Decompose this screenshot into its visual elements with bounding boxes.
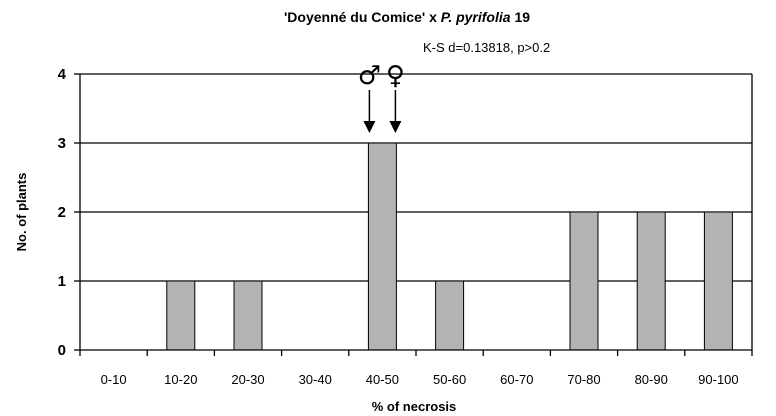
bar-50-60 <box>435 280 465 351</box>
x-tick-label: 80-90 <box>635 372 668 387</box>
axes <box>74 73 753 356</box>
chart-title: 'Doyenné du Comice' x P. pyrifolia 19 <box>284 9 530 25</box>
marker-arrow-head <box>389 121 402 133</box>
x-tick-label: 50-60 <box>433 372 466 387</box>
x-tick-label: 70-80 <box>567 372 600 387</box>
y-tick-labels: 0 1 2 3 4 <box>58 66 67 359</box>
bar-80-90 <box>636 211 666 351</box>
x-tick-label: 20-30 <box>231 372 264 387</box>
x-tick-labels: 0-10 10-20 20-30 30-40 40-50 50-60 60-70 70-80 8… <box>101 372 739 387</box>
bar-40-50 <box>367 142 397 351</box>
x-axis-label: % of necrosis <box>372 399 457 414</box>
x-tick-label: 30-40 <box>299 372 332 387</box>
y-tick-label: 1 <box>58 273 66 290</box>
x-tick-label: 0-10 <box>101 372 127 387</box>
sex-markers: ♂ ♀ <box>358 61 405 133</box>
bars <box>166 142 733 351</box>
chart-title-part-1: 'Doyenné du Comice' x <box>284 9 441 25</box>
bar-20-30 <box>233 280 263 351</box>
x-tick-label: 90-100 <box>698 372 738 387</box>
marker-symbol: ♀ <box>386 61 405 91</box>
chart-title-part-2: P. pyrifolia <box>441 9 511 25</box>
y-tick-label: 0 <box>58 342 66 359</box>
marker-arrow-head <box>363 121 376 133</box>
bar-90-100 <box>703 211 733 351</box>
y-tick-label: 2 <box>58 204 66 221</box>
y-tick-label: 4 <box>58 66 67 83</box>
y-axis-label: No. of plants <box>14 173 29 252</box>
x-tick-label: 40-50 <box>366 372 399 387</box>
chart-title-part-3: 19 <box>511 9 531 25</box>
y-tick-label: 3 <box>58 135 66 152</box>
bar-70-80 <box>569 211 599 351</box>
x-tick-label: 10-20 <box>164 372 197 387</box>
x-tick-label: 60-70 <box>500 372 533 387</box>
stat-annotation: K-S d=0.13818, p>0.2 <box>423 40 550 55</box>
marker-symbol: ♂ <box>358 61 381 91</box>
bar-10-20 <box>166 280 196 351</box>
